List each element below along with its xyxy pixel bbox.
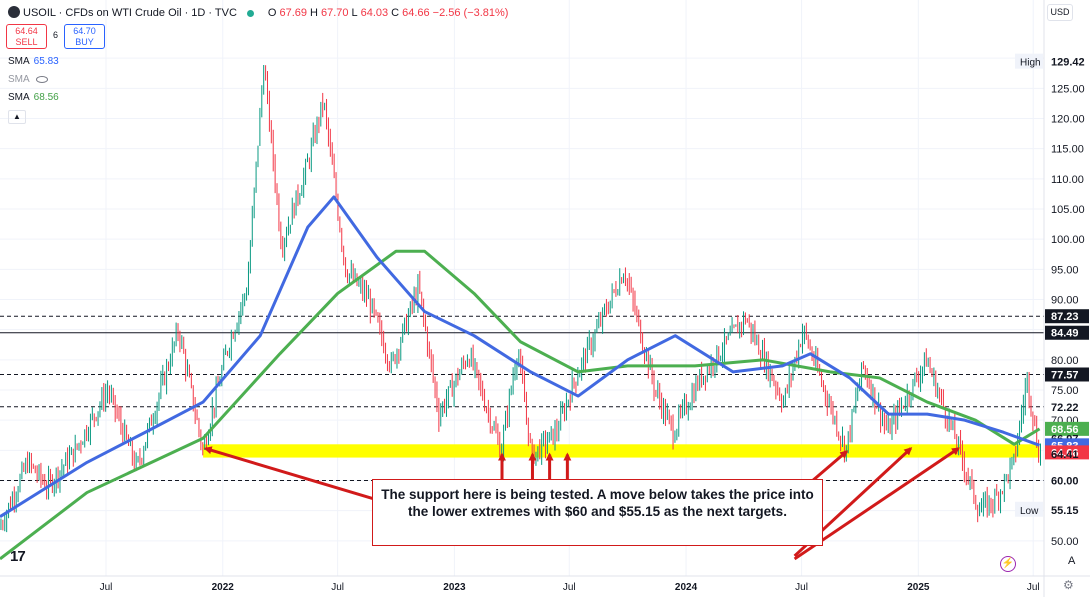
price-label: 68.56 xyxy=(1051,424,1079,436)
price-label-bg xyxy=(1045,445,1089,460)
chevron-up-icon: ▲ xyxy=(13,112,21,121)
price-label: 55.15 xyxy=(1051,505,1079,517)
low-value: 64.03 xyxy=(360,7,389,19)
price-axis[interactable]: 50.0070.0075.0080.0090.0095.00100.00105.… xyxy=(1015,53,1089,548)
close-label: C xyxy=(391,7,400,19)
buy-label: BUY xyxy=(75,37,94,47)
eye-hidden-icon[interactable] xyxy=(35,75,48,83)
market-status-icon xyxy=(246,9,254,17)
support-zone-layer xyxy=(203,444,1040,458)
price-tag: Low xyxy=(1020,506,1039,517)
indicator-value: 68.56 xyxy=(33,92,59,103)
collapse-indicators-button[interactable]: ▲ xyxy=(8,110,26,124)
symbol-title[interactable]: USOIL · CFDs on WTI Crude Oil · 1D · TVC xyxy=(23,7,237,19)
price-tick-label: 75.00 xyxy=(1051,385,1079,397)
price-tick-label: 100.00 xyxy=(1051,234,1085,246)
time-tick-label: 2022 xyxy=(212,582,235,593)
price-tick-label: 50.00 xyxy=(1051,536,1079,548)
price-label-bg xyxy=(1045,421,1089,436)
lightning-icon[interactable]: ⚡ xyxy=(1000,556,1016,572)
price-label: 129.42 xyxy=(1051,57,1085,69)
sell-button[interactable]: 64.64 SELL xyxy=(6,24,47,49)
indicator-sma-hidden[interactable]: SMA xyxy=(8,74,48,85)
price-label: 87.23 xyxy=(1051,311,1079,323)
time-tick-label: Jul xyxy=(100,582,113,593)
indicator-name: SMA xyxy=(8,74,30,85)
price-label: 64.66 xyxy=(1051,447,1079,459)
close-value: 64.66 xyxy=(402,7,430,19)
time-axis[interactable]: Jul 2022 Jul 2023 Jul 2024 Jul 2025 Jul xyxy=(100,582,1040,593)
price-tag: High xyxy=(1020,58,1041,69)
chart-header: USOIL · CFDs on WTI Crude Oil · 1D · TVC… xyxy=(8,6,508,19)
price-tick-label: 120.00 xyxy=(1051,114,1085,126)
price-label-bg xyxy=(1045,367,1089,382)
price-tag-bg xyxy=(1015,53,1043,69)
time-tick-label: Jul xyxy=(563,582,576,593)
change-value: −2.56 (−3.81%) xyxy=(432,7,509,19)
open-value: 67.69 xyxy=(279,7,308,19)
indicator-sma-slow[interactable]: SMA 68.56 xyxy=(8,92,59,103)
indicator-value: 65.83 xyxy=(33,56,59,67)
tradingview-logo-icon[interactable]: 17 xyxy=(10,548,26,565)
price-tick-label: 110.00 xyxy=(1051,174,1084,186)
price-tick-label: 105.00 xyxy=(1051,204,1085,216)
time-tick-label: 2023 xyxy=(443,582,466,593)
support-zone xyxy=(203,444,1040,458)
sell-label: SELL xyxy=(15,37,38,47)
price-label-bg xyxy=(1045,325,1089,340)
open-label: O xyxy=(267,7,277,19)
indicator-name: SMA xyxy=(8,56,30,67)
price-tick-label: 80.00 xyxy=(1051,355,1079,367)
buy-price: 64.70 xyxy=(73,26,96,36)
low-label: L xyxy=(351,7,358,19)
auto-scale-button[interactable]: A xyxy=(1068,555,1076,567)
price-label: 84.49 xyxy=(1051,328,1079,340)
buy-button[interactable]: 64.70 BUY xyxy=(64,24,105,49)
symbol-logo-icon xyxy=(8,6,20,18)
time-tick-label: Jul xyxy=(795,582,808,593)
currency-selector[interactable]: USD xyxy=(1047,4,1073,21)
price-label: 77.57 xyxy=(1051,369,1079,381)
time-tick-label: 2024 xyxy=(675,582,698,593)
annotation-callout: The support here is being tested. A move… xyxy=(372,479,823,546)
time-tick-label: 2025 xyxy=(907,582,930,593)
moving-averages xyxy=(0,195,1041,561)
price-tick-label: 90.00 xyxy=(1051,295,1079,307)
price-tag-bg xyxy=(1015,501,1043,517)
time-tick-label: Jul xyxy=(331,582,344,593)
high-value: 67.70 xyxy=(320,7,349,19)
price-tick-label: 95.00 xyxy=(1051,264,1079,276)
sma-fast-line xyxy=(0,195,1041,518)
spread-value: 6 xyxy=(53,30,59,40)
indicator-name: SMA xyxy=(8,92,30,103)
ohlc-values: O 67.69 H 67.70 L 64.03 C 64.66 −2.56 (−3.81%) xyxy=(268,7,509,19)
price-label: 64.41 xyxy=(1051,449,1079,461)
price-label: 72.22 xyxy=(1051,402,1079,414)
indicator-sma-fast[interactable]: SMA 65.83 xyxy=(8,56,59,67)
price-tick-label: 115.00 xyxy=(1051,144,1084,156)
sell-price: 64.64 xyxy=(15,26,38,36)
price-label-bg xyxy=(1045,309,1089,324)
high-label: H xyxy=(310,7,318,19)
price-label: 60.00 xyxy=(1051,476,1079,488)
price-tick-label: 125.00 xyxy=(1051,83,1085,95)
settings-gear-icon[interactable]: ⚙ xyxy=(1063,578,1074,592)
sma-slow-line xyxy=(0,249,1041,561)
time-tick-label: Jul xyxy=(1027,582,1040,593)
